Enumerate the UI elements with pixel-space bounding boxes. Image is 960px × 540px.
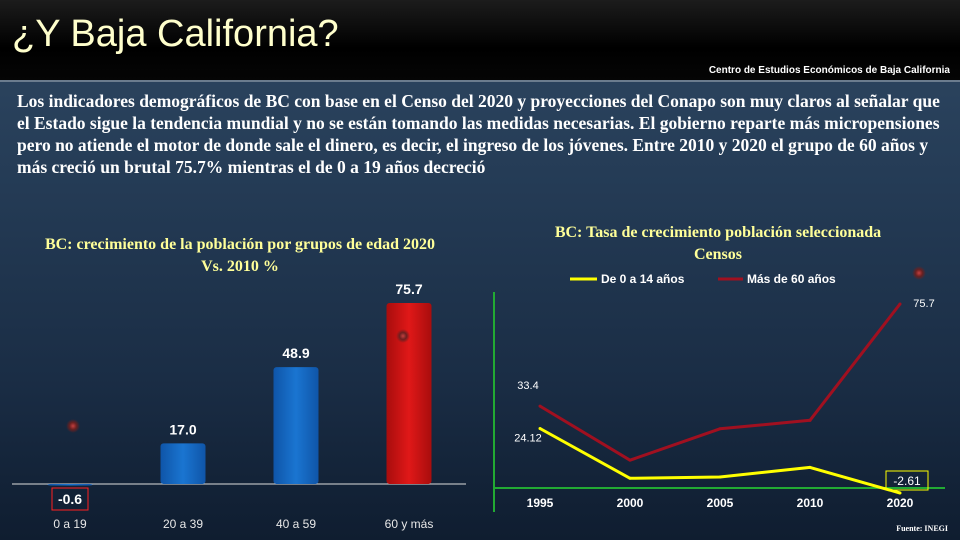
line-x-tick-label: 2010 xyxy=(797,496,824,510)
bar-category-label: 0 a 19 xyxy=(53,517,87,531)
line-point xyxy=(808,418,812,422)
page-title: ¿Y Baja California? xyxy=(12,13,339,55)
negative-value-box xyxy=(885,470,929,491)
bar-value-label: 17.0 xyxy=(169,421,196,437)
intro-paragraph: Los indicadores demográficos de BC con b… xyxy=(17,91,940,177)
line-x-tick-label: 2005 xyxy=(707,496,734,510)
institution-name: Centro de Estudios Económicos de Baja Ca… xyxy=(708,65,950,76)
line-data-label: -2.61 xyxy=(893,474,921,488)
line-point xyxy=(718,475,722,479)
line-point xyxy=(538,426,542,430)
bar-2 xyxy=(160,443,206,484)
negative-value-box xyxy=(51,487,89,511)
line-point xyxy=(718,427,722,431)
source-note: Fuente: INEGI xyxy=(896,524,948,533)
bar-category-label: 60 y más xyxy=(385,517,434,531)
bar-category-label: 40 a 59 xyxy=(276,517,316,531)
line-point xyxy=(898,491,902,495)
bar-1 xyxy=(47,484,93,486)
bar-3 xyxy=(273,367,319,484)
line-point xyxy=(628,476,632,480)
line-x-tick-label: 2020 xyxy=(887,496,914,510)
bar-category-label: 20 a 39 xyxy=(163,517,203,531)
header-bar: ¿Y Baja California? Centro de Estudios E… xyxy=(0,0,960,82)
line-data-label: 33.4 xyxy=(517,380,538,392)
line-x-tick-label: 1995 xyxy=(527,496,554,510)
legend-label: De 0 a 14 años xyxy=(601,272,685,286)
bar-value-label: 48.9 xyxy=(282,345,309,361)
decorative-dot-icon xyxy=(396,329,410,343)
decorative-dot-icon xyxy=(66,419,80,433)
bar-4 xyxy=(386,303,432,484)
line-series-2 xyxy=(539,303,902,462)
line-point xyxy=(628,458,632,462)
line-x-tick-label: 2000 xyxy=(617,496,644,510)
bar-value-label: -0.6 xyxy=(58,491,82,507)
legend-label: Más de 60 años xyxy=(747,272,836,286)
bar-chart-title: BC: crecimiento de la población por grup… xyxy=(44,236,436,275)
line-point xyxy=(538,404,542,408)
line-point xyxy=(808,465,812,469)
line-point xyxy=(898,302,902,306)
bar-value-label: 75.7 xyxy=(395,281,422,297)
decorative-dot-icon xyxy=(912,266,926,280)
line-data-label: 75.7 xyxy=(913,298,934,310)
line-chart-title: BC: Tasa de crecimiento población selecc… xyxy=(554,224,882,263)
line-data-label: 24.12 xyxy=(514,432,542,444)
